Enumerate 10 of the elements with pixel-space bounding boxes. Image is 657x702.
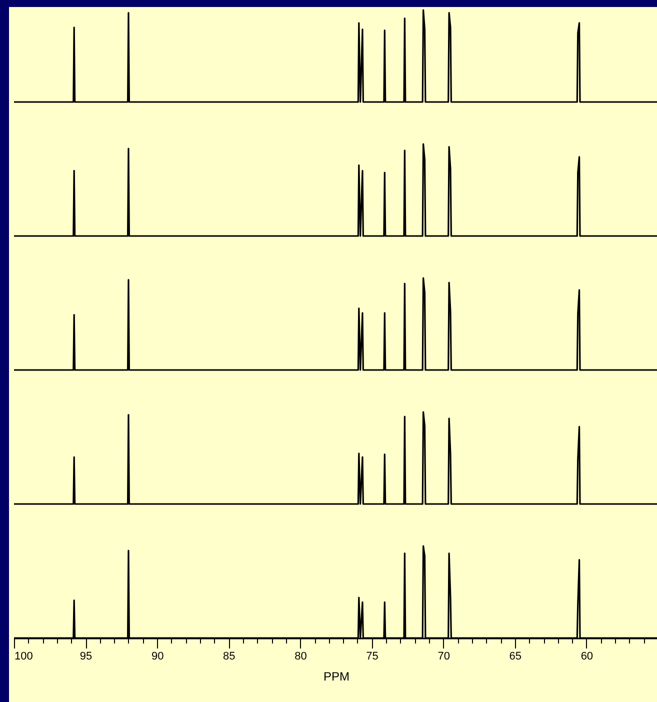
x-axis-title: PPM bbox=[323, 670, 350, 684]
x-tick-label: 70 bbox=[438, 650, 450, 662]
x-tick-label: 75 bbox=[366, 650, 378, 662]
x-tick-label: 95 bbox=[80, 650, 92, 662]
x-tick-label: 65 bbox=[509, 650, 522, 662]
x-tick-label: 85 bbox=[223, 650, 236, 662]
x-tick-label: 60 bbox=[580, 650, 594, 662]
x-tick-label: 80 bbox=[294, 650, 307, 662]
x-tick-label: 100 bbox=[14, 650, 33, 662]
x-tick-label: 90 bbox=[151, 650, 164, 662]
